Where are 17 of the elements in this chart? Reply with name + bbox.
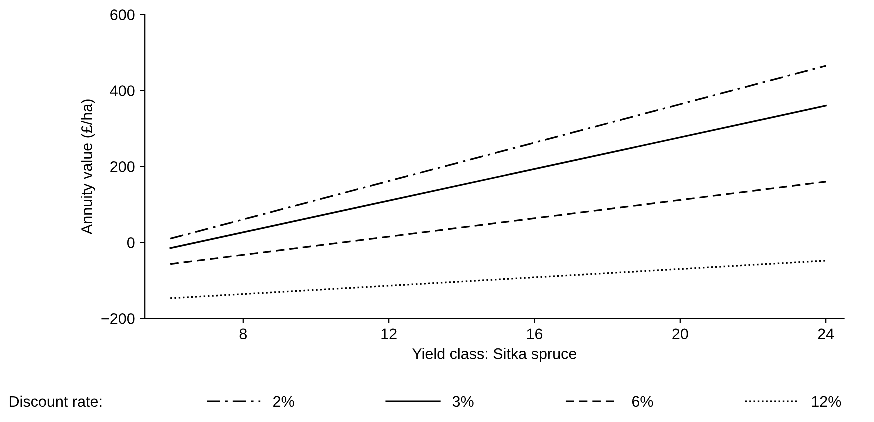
x-axis-title: Yield class: Sitka spruce	[412, 348, 577, 362]
x-tick-label: 8	[240, 328, 247, 340]
y-axis-title: Annuity value (£/ha)	[81, 100, 96, 235]
legend-label: 6%	[632, 396, 654, 408]
x-tick-label: 24	[818, 328, 834, 340]
y-tick-label: 600	[110, 10, 135, 20]
legend-label: 3%	[452, 396, 474, 408]
y-tick-label: 0	[127, 238, 135, 248]
x-tick-label: 12	[382, 328, 397, 340]
legend-label: 2%	[274, 396, 294, 408]
y-tick-label: 400	[110, 86, 135, 96]
x-tick-label: 16	[527, 328, 543, 340]
y-tick-label: −200	[102, 313, 135, 324]
x-tick-label: 20	[672, 328, 688, 340]
legend-title: Discount rate:	[10, 396, 102, 408]
y-tick-label: 200	[110, 162, 135, 172]
legend-label: 12%	[812, 396, 842, 408]
